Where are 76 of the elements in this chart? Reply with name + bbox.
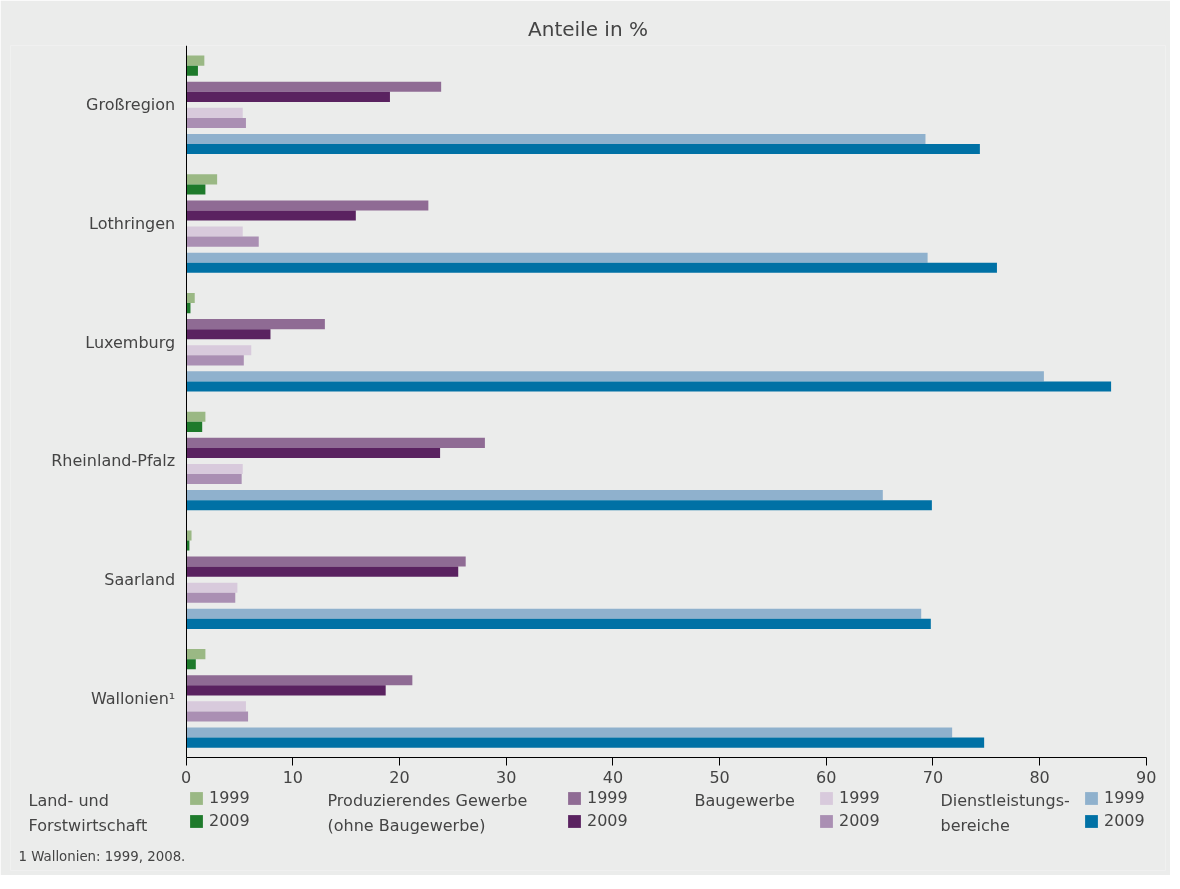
text: Land- und Forstwirtschaft — [28, 790, 148, 836]
bar — [186, 144, 980, 155]
x-tick-label: 80 — [1029, 767, 1050, 787]
bar — [186, 737, 985, 748]
bar — [186, 556, 466, 567]
legend-label: 1999 — [1104, 788, 1145, 807]
legend-label: 2009 — [839, 811, 880, 830]
bar — [186, 226, 243, 237]
bar — [186, 437, 485, 448]
bar — [186, 727, 953, 738]
bar — [186, 530, 192, 541]
bar — [186, 566, 459, 577]
y-tick-label: Luxemburg — [85, 332, 176, 352]
bar — [186, 618, 931, 629]
bar — [186, 649, 206, 660]
legend-label: 2009 — [587, 811, 628, 830]
bar — [186, 371, 1044, 382]
bar — [186, 355, 244, 366]
bar — [186, 447, 441, 458]
bar — [186, 659, 196, 670]
legend-label: 1999 — [209, 788, 250, 807]
bar — [186, 65, 198, 76]
bar — [186, 463, 243, 475]
legend-label: 2009 — [1104, 811, 1145, 830]
bar — [186, 117, 246, 128]
chart-title: Anteile in % — [528, 16, 648, 41]
bar — [186, 81, 442, 92]
y-tick-label: Rheinland-Pfalz — [51, 451, 176, 471]
text: Dienstleistungs- bereiche — [940, 790, 1070, 836]
bar — [186, 421, 203, 432]
legend-label: 1999 — [839, 788, 880, 807]
bar — [186, 608, 922, 619]
bar — [186, 701, 246, 712]
bar — [186, 262, 997, 273]
x-tick-label: 30 — [496, 767, 517, 787]
bar — [186, 133, 926, 145]
x-tick-label: 50 — [709, 767, 730, 787]
x-tick-label: 10 — [282, 767, 304, 787]
bar — [186, 474, 242, 485]
text: 1 Wallonien: 1999, 2008. — [18, 848, 186, 864]
x-tick-label: 60 — [816, 767, 837, 787]
bar — [186, 329, 271, 340]
y-tick-label: Lothringen — [89, 214, 176, 234]
bar — [186, 411, 206, 422]
y-tick-label: Wallonien¹ — [90, 688, 176, 708]
bar — [186, 675, 413, 686]
text: Baugewerbe — [694, 790, 795, 810]
bar — [186, 293, 195, 304]
bar — [186, 200, 429, 211]
bar — [186, 685, 386, 696]
bar — [186, 490, 883, 501]
bar — [186, 319, 325, 330]
x-tick-label: 90 — [1136, 767, 1157, 787]
y-tick-label: Saarland — [104, 570, 176, 590]
bar — [186, 91, 390, 102]
bar — [186, 582, 238, 593]
bar — [186, 174, 218, 185]
bar — [186, 184, 206, 195]
bar — [186, 107, 243, 118]
legend-label: 1999 — [587, 788, 628, 807]
bar — [186, 592, 236, 603]
bar — [186, 210, 356, 221]
bar — [186, 345, 252, 356]
x-tick-label: 40 — [602, 767, 624, 787]
bar — [186, 252, 928, 263]
legend-label: 2009 — [209, 811, 250, 830]
bar — [186, 381, 1112, 392]
y-tick-label: Großregion — [86, 95, 176, 115]
x-tick-label: 70 — [922, 767, 944, 787]
bar — [186, 236, 259, 247]
x-tick-label: 20 — [389, 767, 410, 787]
text: Produzierendes Gewerbe (ohne Baugewerbe) — [327, 790, 528, 836]
bar — [186, 711, 249, 722]
bar — [186, 55, 205, 66]
x-tick-label: 0 — [181, 767, 192, 787]
bar — [186, 500, 932, 511]
